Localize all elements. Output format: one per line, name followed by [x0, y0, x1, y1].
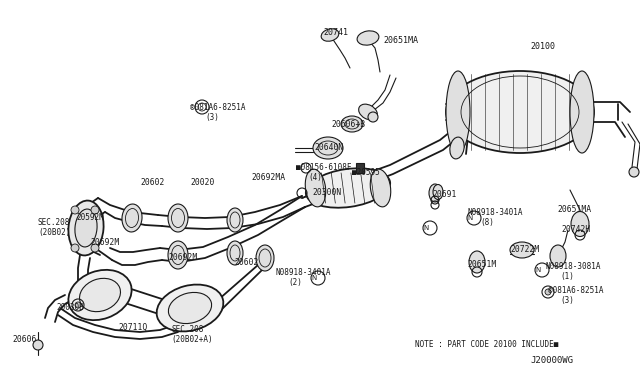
Circle shape [629, 167, 639, 177]
Text: 20651MA: 20651MA [557, 205, 591, 214]
Ellipse shape [469, 251, 485, 273]
Text: N: N [467, 215, 472, 221]
Text: (2): (2) [288, 278, 302, 287]
Ellipse shape [358, 104, 378, 120]
Ellipse shape [321, 29, 339, 41]
Text: N: N [423, 225, 428, 231]
Text: 20742H: 20742H [561, 225, 590, 234]
Circle shape [75, 302, 81, 308]
Ellipse shape [227, 208, 243, 232]
Ellipse shape [446, 71, 470, 153]
Ellipse shape [168, 204, 188, 232]
Text: NOTE : PART CODE 20100 INCLUDE■: NOTE : PART CODE 20100 INCLUDE■ [415, 340, 558, 349]
Text: (4): (4) [308, 173, 322, 182]
Ellipse shape [446, 71, 594, 153]
Text: J20000WG: J20000WG [530, 356, 573, 365]
Circle shape [91, 244, 99, 252]
Text: 20030B: 20030B [56, 303, 84, 312]
Text: 20300N: 20300N [312, 188, 341, 197]
Ellipse shape [341, 116, 363, 132]
Ellipse shape [68, 201, 104, 256]
Circle shape [71, 206, 79, 214]
Text: N08918-3401A: N08918-3401A [275, 268, 330, 277]
Ellipse shape [313, 137, 343, 159]
Ellipse shape [256, 245, 274, 271]
Ellipse shape [550, 245, 566, 267]
Ellipse shape [433, 185, 443, 199]
Ellipse shape [168, 241, 188, 269]
Ellipse shape [68, 270, 132, 320]
Text: 20692MA: 20692MA [251, 173, 285, 182]
Ellipse shape [429, 184, 441, 202]
Text: (1): (1) [560, 272, 574, 281]
Ellipse shape [571, 212, 589, 237]
Text: N: N [311, 275, 316, 281]
Ellipse shape [305, 169, 326, 207]
Ellipse shape [168, 292, 212, 324]
Text: 20651MA: 20651MA [383, 36, 418, 45]
Text: ■20595: ■20595 [352, 168, 380, 177]
Circle shape [33, 340, 43, 350]
Text: (20B02+A): (20B02+A) [171, 335, 212, 344]
Text: 20711Q: 20711Q [118, 323, 147, 332]
Text: 20651M: 20651M [467, 260, 496, 269]
Text: N08918-3401A: N08918-3401A [467, 208, 522, 217]
Ellipse shape [306, 168, 390, 208]
Ellipse shape [227, 241, 243, 265]
Text: 20602: 20602 [234, 258, 259, 267]
Ellipse shape [357, 31, 379, 45]
Text: ®081A6-8251A: ®081A6-8251A [190, 103, 246, 112]
Text: 20602: 20602 [140, 178, 164, 187]
Text: 20692M: 20692M [168, 253, 197, 262]
Text: 20741: 20741 [323, 28, 348, 37]
Ellipse shape [570, 71, 594, 153]
Bar [356, 163, 364, 173]
Text: N: N [535, 267, 540, 273]
Ellipse shape [371, 169, 391, 207]
Text: (8): (8) [480, 218, 494, 227]
Text: (20B02): (20B02) [38, 228, 70, 237]
Ellipse shape [450, 137, 464, 159]
Text: 20691: 20691 [432, 190, 456, 199]
Text: 20020: 20020 [190, 178, 214, 187]
Text: 20722M: 20722M [510, 245, 540, 254]
Text: 20100: 20100 [530, 42, 555, 51]
Circle shape [368, 112, 378, 122]
Text: N08918-3081A: N08918-3081A [545, 262, 600, 271]
Ellipse shape [510, 242, 534, 258]
Text: 20640N: 20640N [314, 143, 343, 152]
Text: 20606+B: 20606+B [331, 120, 365, 129]
Ellipse shape [75, 209, 97, 247]
Text: (3): (3) [205, 113, 219, 122]
Text: 20592M: 20592M [76, 213, 104, 222]
Ellipse shape [157, 285, 223, 331]
Text: 20606: 20606 [12, 335, 36, 344]
Circle shape [71, 244, 79, 252]
Ellipse shape [122, 204, 142, 232]
Circle shape [545, 289, 551, 295]
Ellipse shape [79, 278, 120, 312]
Text: SEC.208: SEC.208 [38, 218, 70, 227]
Text: ■08156-6108F: ■08156-6108F [296, 163, 351, 172]
Circle shape [91, 206, 99, 214]
Text: 20692M: 20692M [90, 238, 119, 247]
Text: ®081A6-8251A: ®081A6-8251A [548, 286, 604, 295]
Text: SEC.208: SEC.208 [171, 325, 204, 334]
Text: (3): (3) [560, 296, 574, 305]
